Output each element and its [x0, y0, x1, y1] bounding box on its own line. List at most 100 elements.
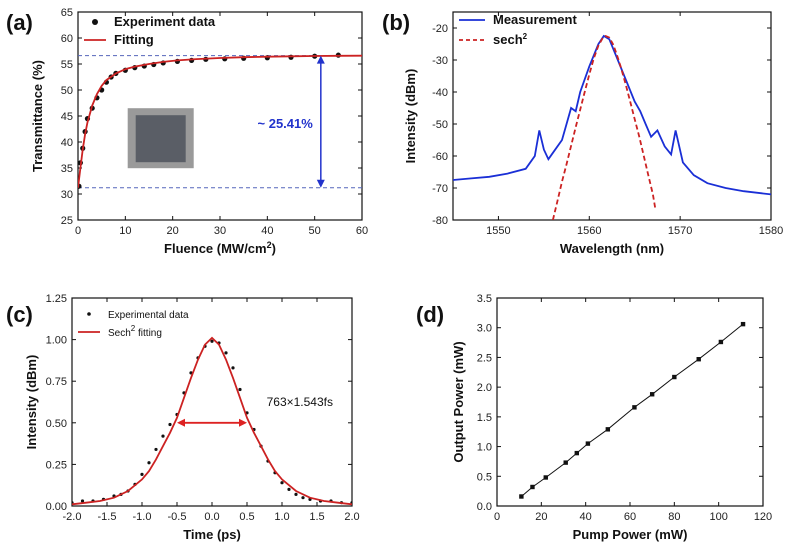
x-axis-label-text: Wavelength (nm) — [560, 241, 664, 256]
plot-frame — [496, 297, 764, 507]
panel-c: (c) -2.0 -1.5 -1.0 -0.5 0.0 0.5 1.0 1.5 2.0 0.00 0.… — [6, 293, 360, 542]
y-tick-label: 50 — [61, 85, 73, 97]
data-point — [696, 357, 701, 362]
data-point — [147, 461, 151, 465]
x-tick-label: 10 — [119, 225, 131, 237]
data-point — [563, 460, 568, 465]
y-tick-label: -40 — [432, 87, 448, 99]
legend-label-text: Experimental data — [108, 310, 189, 321]
data-point — [80, 499, 85, 503]
x-tick-label: 60 — [356, 225, 368, 237]
y-tick-label: 25 — [61, 215, 73, 227]
series-line-0 — [453, 34, 771, 196]
legend-label: Measurement — [493, 12, 577, 27]
y-tick-label: -50 — [432, 119, 448, 131]
legend-label: sech2 — [493, 32, 528, 47]
data-point — [519, 494, 524, 499]
legend-label-sup: 2 — [131, 324, 136, 333]
x-tick-label: 50 — [309, 225, 321, 237]
arrow-head-right — [239, 418, 247, 427]
panel-label-d: (d) — [416, 302, 444, 327]
data-point — [238, 387, 242, 392]
series-line-1 — [72, 336, 352, 506]
x-tick-label: 2.0 — [344, 511, 359, 523]
y-tick-label: 0.0 — [477, 501, 492, 513]
x-tick-label: 120 — [754, 511, 772, 523]
data-point — [280, 481, 284, 485]
y-tick-label: 1.5 — [477, 412, 492, 424]
y-tick-label: 0.50 — [46, 418, 67, 430]
data-point — [287, 487, 291, 491]
data-point — [140, 472, 144, 476]
data-point — [154, 447, 158, 452]
y-tick-label: 2.0 — [477, 382, 492, 394]
x-tick-label: 1.5 — [309, 511, 324, 523]
legend-marker — [92, 19, 98, 25]
modulation-depth-annotation: ~ 25.41% — [258, 116, 314, 131]
x-tick-label: -2.0 — [63, 511, 82, 523]
legend-label-sup: 2 — [523, 32, 528, 41]
x-tick-label: 0.5 — [239, 511, 254, 523]
y-tick-label: 60 — [61, 33, 73, 45]
x-tick-label: 20 — [535, 511, 547, 523]
legend-label-text: Fitting — [114, 32, 154, 47]
y-tick-label: 1.25 — [46, 293, 67, 305]
y-tick-label: 30 — [61, 189, 73, 201]
y-tick-label: -20 — [432, 23, 448, 35]
x-tick-label: -1.0 — [133, 511, 152, 523]
x-tick-label: 40 — [580, 511, 592, 523]
x-axis-label: Fluence (MW/cm2) — [164, 240, 276, 256]
x-tick-label: 1570 — [668, 225, 692, 237]
data-point — [231, 366, 235, 370]
x-tick-label: 60 — [624, 511, 636, 523]
panel-b: (b) 1550 1560 1570 1580 -80 -70 -60 -50 -40 -30 -20… — [382, 10, 783, 256]
x-tick-label: 0 — [75, 225, 81, 237]
data-point — [543, 475, 548, 480]
y-axis-label: Transmittance (%) — [30, 60, 45, 172]
legend-label-tail: fitting — [135, 328, 162, 339]
data-point — [168, 422, 172, 427]
x-tick-label: 1550 — [486, 225, 510, 237]
x-tick-label: -0.5 — [168, 511, 187, 523]
pulse-duration-annotation: 763×1.543fs — [267, 395, 333, 409]
data-point — [294, 492, 298, 496]
x-tick-label: 0.0 — [204, 511, 219, 523]
x-tick-label: 1560 — [577, 225, 601, 237]
data-point — [574, 450, 579, 456]
arrow-head-down — [316, 179, 325, 188]
panel-a: (a) 0 10 20 30 40 50 60 25 30 35 40 45 50 55 60 65 Fluenc… — [6, 7, 368, 256]
sample-inset-film — [135, 115, 186, 163]
data-point — [632, 405, 637, 410]
plot-area — [453, 34, 771, 220]
x-axis-label-text: Time (ps) — [183, 527, 241, 542]
series-line-0 — [521, 323, 744, 497]
plot-area — [72, 336, 352, 506]
data-point — [161, 434, 165, 438]
x-axis-label-text: Fluence (MW/cm — [164, 241, 267, 256]
x-tick-label: 20 — [167, 225, 179, 237]
y-tick-label: 35 — [61, 163, 73, 175]
panel-label-c: (c) — [6, 302, 33, 327]
arrow-head-up — [316, 55, 325, 64]
x-axis-label-text: Pump Power (mW) — [573, 527, 688, 542]
plot-area — [519, 321, 746, 499]
y-tick-label: -60 — [432, 151, 448, 163]
legend-label: Sech2 fitting — [108, 324, 162, 339]
y-tick-label: 45 — [61, 111, 73, 123]
data-point — [224, 351, 228, 355]
legend-label: Experiment data — [114, 14, 216, 29]
legend-label-text: Experiment data — [114, 14, 216, 29]
data-point — [649, 392, 655, 397]
legend-marker — [87, 312, 91, 316]
x-tick-label: 0 — [494, 511, 500, 523]
x-axis-label: Wavelength (nm) — [560, 241, 664, 256]
legend-label-text: Sech — [108, 328, 131, 339]
y-tick-label: 65 — [61, 7, 73, 19]
data-point — [672, 374, 677, 380]
y-tick-label: -70 — [432, 183, 448, 195]
x-tick-label: 100 — [709, 511, 727, 523]
panel-d: (d) 0 20 40 60 80 100 120 0.0 0.5 1.0 1.5 2.0 2.5 3.0 3… — [416, 293, 772, 542]
y-axis-label: Intensity (dBm) — [24, 355, 39, 450]
y-axis-label: Intensity (dBm) — [403, 69, 418, 164]
